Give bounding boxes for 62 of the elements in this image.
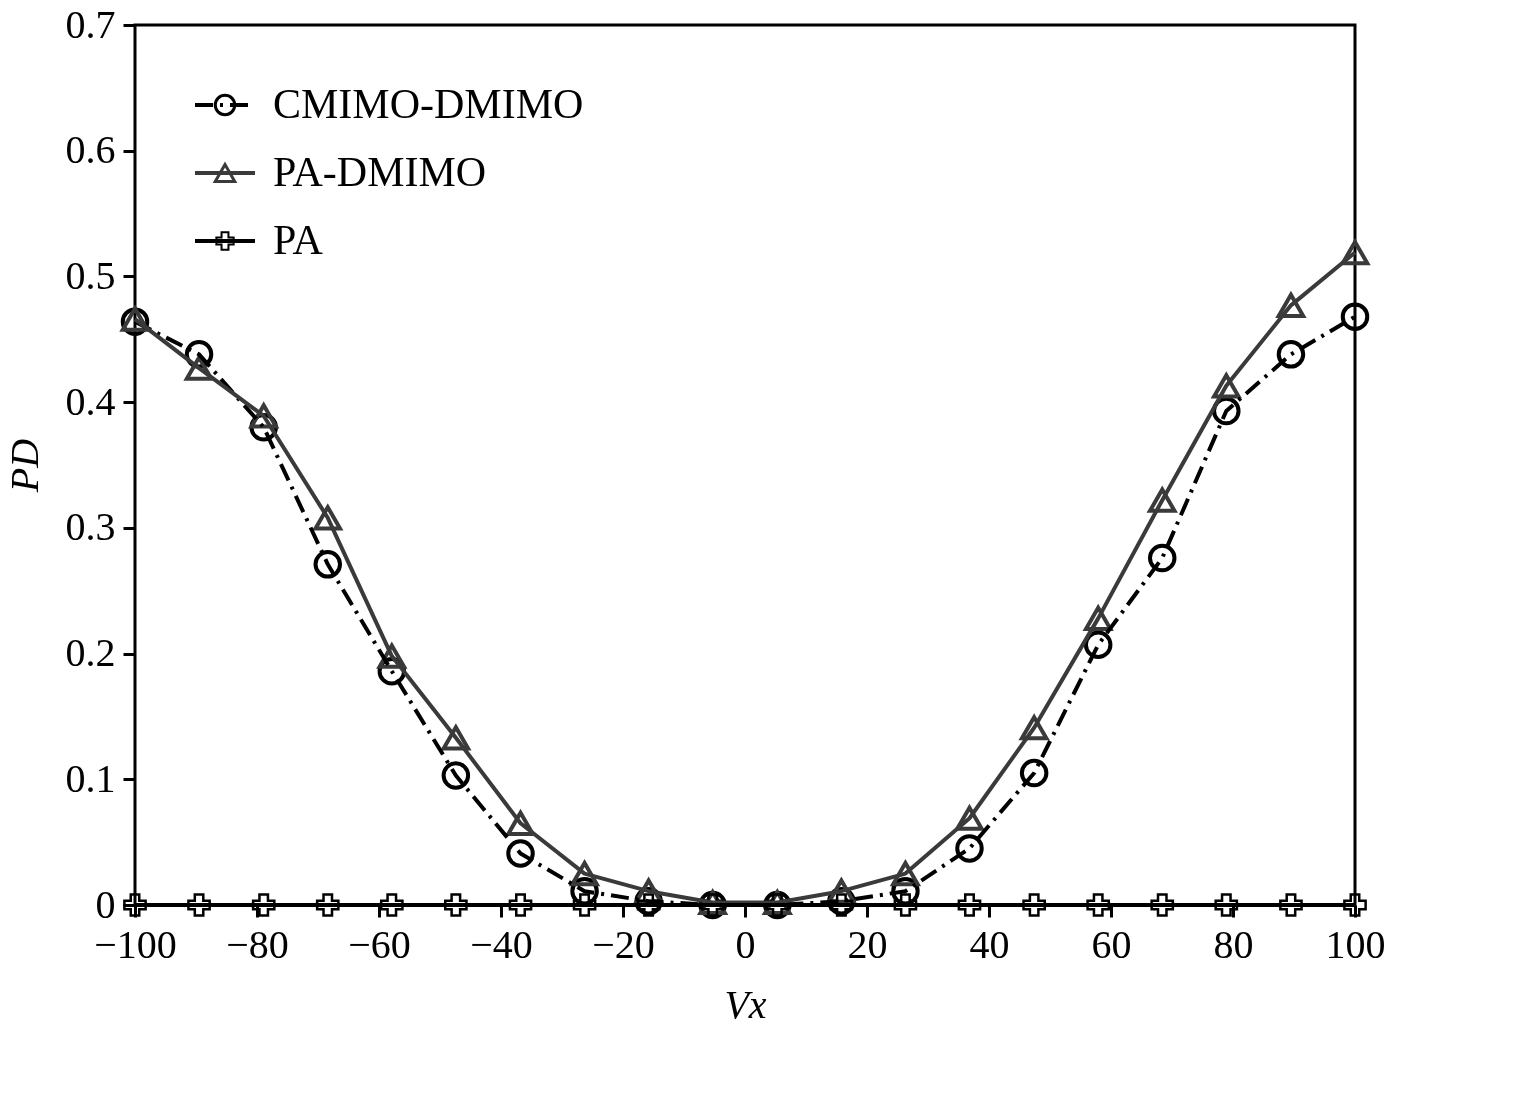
- point: [187, 893, 211, 917]
- point: [1086, 893, 1111, 917]
- point: [891, 860, 920, 887]
- x-tick-label: 0: [735, 921, 756, 967]
- x-axis-title: Vx: [724, 981, 767, 1027]
- x-tick-label: 20: [847, 921, 888, 967]
- point: [893, 893, 918, 917]
- point: [1146, 485, 1178, 513]
- y-axis-title: PD: [1, 438, 47, 494]
- y-tick-label: 0.5: [65, 252, 116, 298]
- point: [184, 355, 214, 381]
- point: [1022, 893, 1046, 917]
- point: [1212, 373, 1241, 399]
- y-tick-label: 0.2: [65, 630, 116, 676]
- point: [249, 403, 278, 429]
- x-tick-label: 40: [969, 921, 1010, 967]
- point: [315, 893, 340, 917]
- x-tick-label: −20: [592, 921, 655, 967]
- y-tick-label: 0.6: [65, 127, 116, 173]
- point: [444, 893, 468, 917]
- y-tick-label: 0.4: [65, 378, 116, 424]
- point: [572, 893, 597, 917]
- x-tick-label: 100: [1325, 921, 1386, 967]
- point: [829, 893, 854, 917]
- y-tick-label: 0.7: [65, 1, 116, 47]
- point: [1150, 893, 1175, 917]
- point: [1340, 302, 1370, 331]
- point: [955, 803, 984, 831]
- legend-label: PA-DMIMO: [273, 149, 487, 195]
- point: [441, 725, 471, 751]
- point: [1083, 630, 1113, 659]
- x-tick-label: −60: [348, 921, 411, 967]
- legend-label: PA: [273, 217, 324, 263]
- legend-label: CMIMO-DMIMO: [273, 81, 584, 127]
- point: [1279, 893, 1303, 917]
- point: [1276, 340, 1306, 369]
- point: [313, 505, 343, 531]
- point: [251, 893, 276, 917]
- point: [379, 893, 404, 917]
- point: [313, 550, 343, 579]
- point: [506, 808, 535, 836]
- point: [1275, 290, 1307, 318]
- x-tick-label: 80: [1213, 921, 1254, 967]
- point: [506, 839, 535, 868]
- point: [957, 893, 982, 917]
- point: [377, 643, 407, 669]
- point: [1019, 758, 1049, 788]
- x-tick-label: −40: [470, 921, 533, 967]
- point: [1019, 715, 1049, 741]
- point: [636, 893, 661, 917]
- x-tick-label: 60: [1091, 921, 1132, 967]
- point: [1082, 603, 1114, 631]
- point: [1340, 239, 1370, 266]
- point: [508, 893, 533, 917]
- point: [570, 860, 599, 887]
- x-tick-label: −80: [226, 921, 289, 967]
- point: [955, 834, 984, 863]
- point: [441, 761, 471, 790]
- y-tick-label: 0.1: [65, 755, 116, 801]
- y-tick-label: 0.3: [65, 504, 116, 550]
- point: [1147, 543, 1177, 573]
- point: [1214, 893, 1239, 917]
